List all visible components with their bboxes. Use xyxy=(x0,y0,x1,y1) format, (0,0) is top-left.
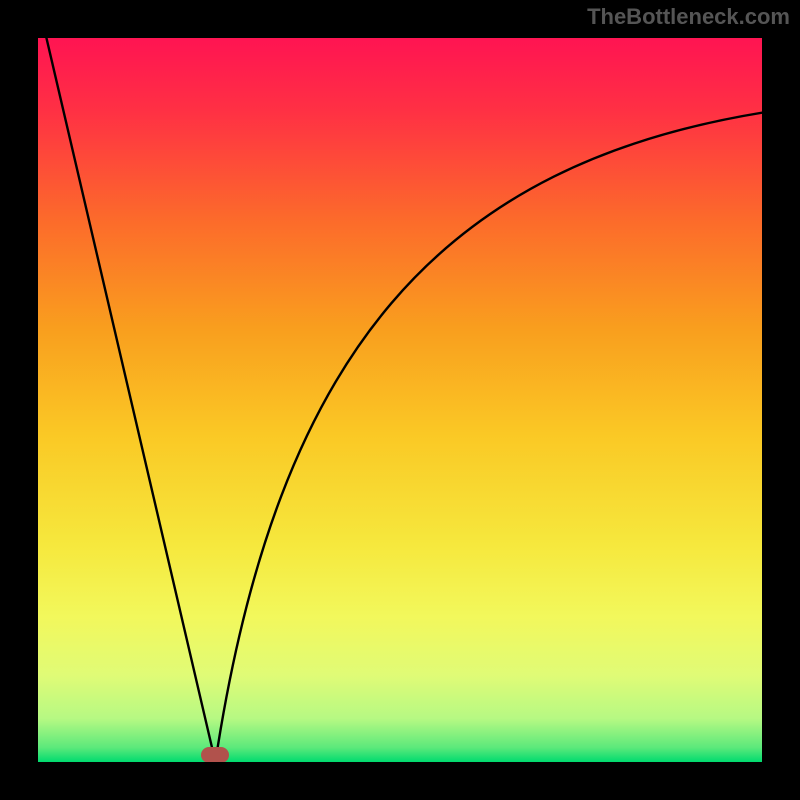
chart-container: TheBottleneck.com xyxy=(0,0,800,800)
bottleneck-curve xyxy=(38,38,762,762)
plot-area xyxy=(38,38,762,762)
minimum-marker xyxy=(201,747,229,762)
watermark-text: TheBottleneck.com xyxy=(587,4,790,30)
curve-path xyxy=(38,38,762,762)
